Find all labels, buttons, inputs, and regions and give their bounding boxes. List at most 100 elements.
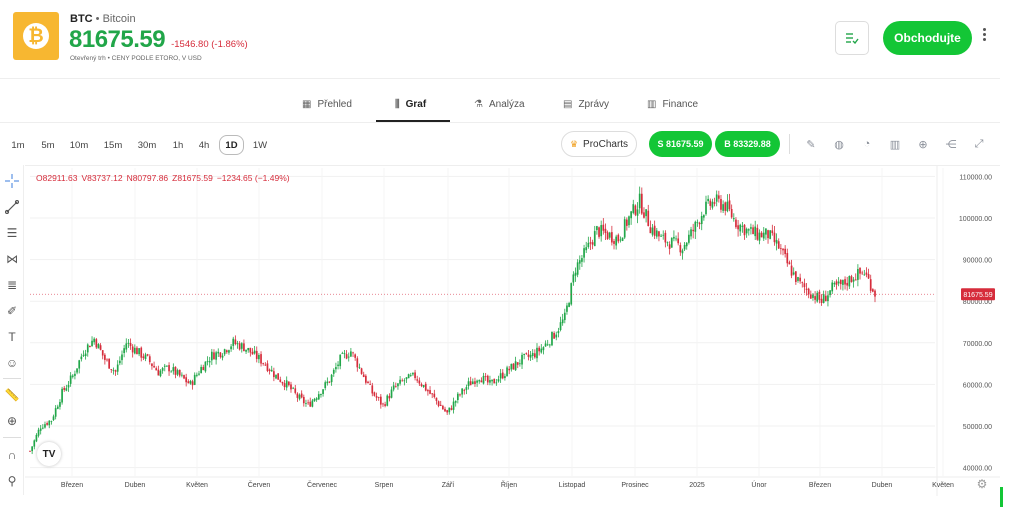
candle-body: [129, 343, 132, 347]
candle-body: [504, 376, 506, 379]
candle-body: [89, 345, 91, 348]
candle-body: [812, 294, 814, 298]
zoom-icon[interactable]: ⊕: [6, 414, 18, 428]
candle-body: [690, 229, 692, 237]
current-price-tag: [961, 288, 995, 301]
candle-body: [568, 302, 570, 307]
candle-body: [189, 380, 192, 384]
timeframe-1w[interactable]: 1W: [252, 139, 268, 151]
timeframe-1d[interactable]: 1D: [219, 135, 244, 155]
candlestick-chart[interactable]: 110000.00 100000.00 90000.00 80000.00 70000.…: [25, 166, 1000, 496]
candle-body: [431, 393, 434, 395]
watchlist-button[interactable]: [835, 21, 869, 55]
candle-body: [185, 377, 188, 383]
alert-icon[interactable]: ◔: [863, 138, 871, 150]
tab-chart-label: Graf: [405, 98, 427, 110]
candle-body: [386, 395, 389, 406]
timeframe-30m[interactable]: 30m: [137, 139, 157, 151]
candle-body: [234, 339, 237, 345]
tab-analysis[interactable]: ⚗ Analýza: [474, 86, 525, 122]
candle-body: [46, 423, 48, 425]
candle-body: [86, 344, 89, 353]
candle-body: [835, 281, 838, 285]
trendline-icon[interactable]: [3, 198, 21, 216]
candle-body: [328, 381, 331, 383]
candle-body: [495, 382, 498, 384]
candle-body: [681, 250, 684, 254]
candle-body: [602, 224, 605, 231]
share-icon[interactable]: ⋲: [945, 138, 957, 151]
candle-body: [439, 404, 442, 406]
trade-button[interactable]: Obchodujte: [883, 21, 972, 55]
tradingview-logo[interactable]: TV: [37, 442, 61, 466]
chart-type-icon[interactable]: ▥: [889, 138, 901, 151]
candle-body: [523, 353, 526, 355]
buy-button[interactable]: B 83329.88: [715, 131, 780, 157]
candle-body: [546, 344, 549, 346]
candle-body: [861, 272, 864, 274]
emoji-icon[interactable]: ☺: [5, 356, 19, 370]
parallel-lines-icon[interactable]: ☰: [6, 226, 18, 240]
ruler-icon[interactable]: 📏: [4, 388, 20, 402]
candle-body: [467, 381, 470, 387]
fullscreen-icon[interactable]: ⤢: [974, 137, 984, 150]
candle-body: [692, 229, 695, 232]
sell-button[interactable]: S 81675.59: [649, 131, 712, 157]
compare-icon[interactable]: ⊕: [918, 138, 928, 151]
candle-body: [653, 225, 656, 236]
market-status: Otevřený trh • CENY PODLE ETORO, V USD: [70, 55, 202, 62]
candle-body: [221, 355, 224, 358]
timeframe-15m[interactable]: 15m: [103, 139, 123, 151]
timeframe-1m[interactable]: 1m: [11, 139, 25, 151]
timeframe-10m[interactable]: 10m: [69, 139, 89, 151]
candle-body: [401, 380, 404, 382]
procharts-button[interactable]: ♛ ProCharts: [561, 131, 637, 157]
fib-icon[interactable]: ≣: [6, 278, 18, 292]
tab-finance[interactable]: ▥ Finance: [647, 86, 698, 122]
candle-body: [324, 382, 327, 389]
candle-body: [508, 368, 511, 371]
candle-body: [112, 370, 115, 371]
candle-body: [168, 365, 170, 372]
candle-body: [531, 352, 534, 357]
news-icon: ▤: [563, 98, 573, 110]
lock-drawings-icon[interactable]: ⚲: [7, 474, 17, 488]
more-options-icon[interactable]: [980, 28, 988, 48]
candle-body: [536, 347, 538, 359]
price-chart[interactable]: 110000.00 100000.00 90000.00 80000.00 70000.…: [25, 165, 1000, 496]
crosshair-icon[interactable]: [3, 172, 21, 190]
tab-chart[interactable]: ⫼ Graf: [395, 86, 426, 122]
candle-body: [315, 398, 318, 400]
candle-body: [824, 295, 827, 302]
crown-icon: ♛: [569, 138, 579, 149]
timeframe-4h[interactable]: 4h: [198, 139, 210, 151]
candle-body: [782, 248, 784, 251]
timeframe-5m[interactable]: 5m: [41, 139, 55, 151]
indicators-icon[interactable]: ◍: [834, 138, 844, 151]
magnet-icon[interactable]: ∩: [7, 448, 17, 462]
chart-settings-icon[interactable]: ⚙: [976, 477, 988, 491]
candle-body: [170, 371, 173, 373]
tab-news-label: Zprávy: [578, 98, 610, 110]
text-icon[interactable]: T: [8, 330, 16, 344]
tab-overview[interactable]: ▦ Přehled: [302, 86, 352, 122]
pattern-icon[interactable]: ⋈: [6, 252, 18, 266]
candle-body: [200, 366, 202, 374]
candle-body: [745, 228, 748, 234]
candle-body: [625, 219, 628, 226]
candle-body: [715, 194, 718, 202]
pencil-icon[interactable]: ✎: [806, 138, 816, 151]
candle-body: [91, 340, 93, 347]
candle-body: [313, 398, 316, 402]
candle-body: [198, 373, 200, 375]
timeframe-1h[interactable]: 1h: [172, 139, 184, 151]
candle-body: [307, 402, 309, 404]
candle-body: [869, 279, 872, 291]
candle-body: [266, 363, 269, 371]
brush-icon[interactable]: ✐: [6, 304, 18, 318]
candle-body: [350, 351, 352, 357]
ohlc-low: N80797.86: [126, 173, 169, 183]
candle-body: [482, 375, 485, 384]
tab-news[interactable]: ▤ Zprávy: [563, 86, 609, 122]
candle-body: [775, 239, 778, 244]
